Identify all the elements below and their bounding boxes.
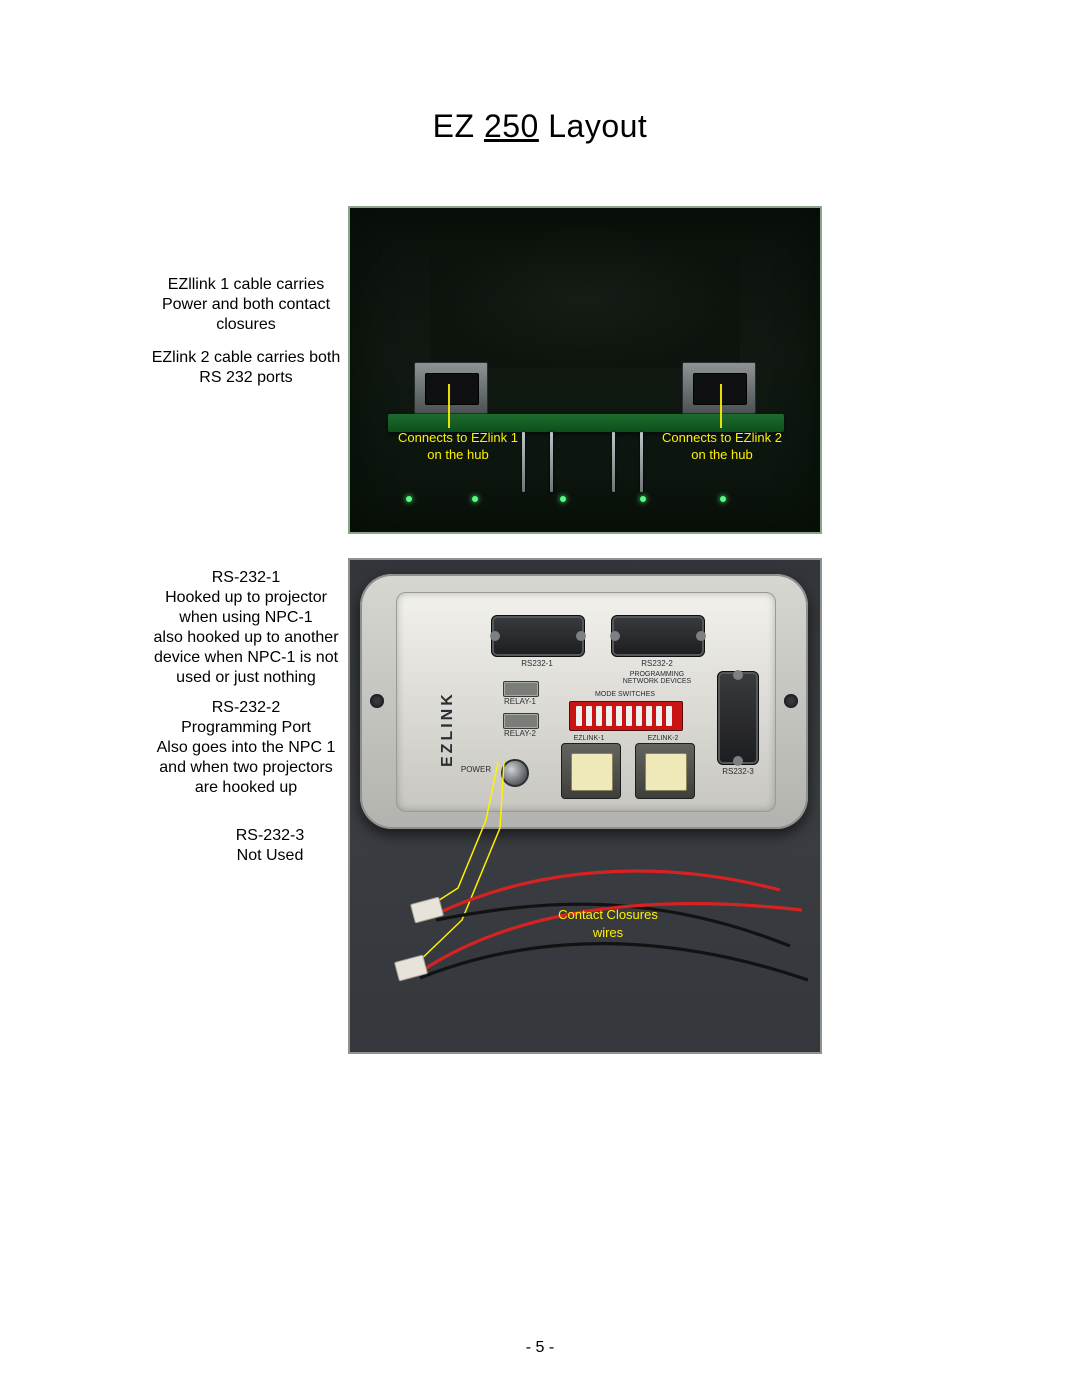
pin — [612, 432, 615, 492]
leader-line — [720, 384, 722, 428]
photo-bottom: EZLINK RS232-1 RS232-2 PROGRAMMING NETWO… — [348, 558, 822, 1054]
power-jack — [501, 759, 529, 787]
label-mode: MODE SWITCHES — [565, 691, 685, 698]
mount-hole — [370, 694, 384, 708]
hub-body: EZLINK RS232-1 RS232-2 PROGRAMMING NETWO… — [360, 574, 808, 829]
port-ezlink-2 — [635, 743, 695, 799]
rj45-opening — [645, 753, 687, 791]
pcb-shadow — [430, 228, 740, 368]
photo-top: Connects to EZlink 1 on the hub Connects… — [348, 206, 822, 534]
pin — [550, 432, 553, 492]
dip-switches — [569, 701, 683, 731]
leader-line — [448, 384, 450, 428]
label-ezlink1: Connects to EZlink 1 on the hub — [378, 430, 538, 464]
port-rs232-3 — [717, 671, 759, 765]
port-rs232-1 — [491, 615, 585, 657]
page: EZ 250 Layout EZllink 1 cable carries Po… — [0, 0, 1080, 1397]
label-relay-2: RELAY-2 — [497, 729, 543, 738]
mount-hole — [784, 694, 798, 708]
label-rs232-2: RS232-2 — [611, 659, 703, 668]
rj45-right — [682, 362, 756, 414]
note-ezlink2: EZlink 2 cable carries both RS 232 ports — [146, 348, 346, 388]
label-ezlink-1: EZLINK-1 — [557, 735, 621, 742]
label-rs232-3: RS232-3 — [713, 767, 763, 776]
led — [406, 496, 412, 502]
rj45-left-opening — [425, 373, 479, 405]
connector-2 — [394, 954, 428, 981]
connector-1 — [410, 896, 444, 923]
note-rs232-3: RS-232-3 Not Used — [200, 826, 340, 866]
note-ezlink1: EZllink 1 cable carries Power and both c… — [146, 275, 346, 335]
page-title: EZ 250 Layout — [0, 108, 1080, 145]
label-relay-1: RELAY-1 — [497, 697, 543, 706]
page-number: - 5 - — [0, 1339, 1080, 1357]
note-rs232-2: RS-232-2 Programming Port Also goes into… — [146, 698, 346, 798]
led — [472, 496, 478, 502]
led — [640, 496, 646, 502]
label-rs232-1: RS232-1 — [491, 659, 583, 668]
label-programming: PROGRAMMING NETWORK DEVICES — [611, 671, 703, 685]
hub-face: EZLINK RS232-1 RS232-2 PROGRAMMING NETWO… — [396, 592, 776, 812]
label-power: POWER — [455, 765, 497, 774]
label-ezlink-2: EZLINK-2 — [631, 735, 695, 742]
title-suffix: Layout — [539, 108, 647, 144]
port-rs232-2 — [611, 615, 705, 657]
port-ezlink-1 — [561, 743, 621, 799]
rj45-opening — [571, 753, 613, 791]
note-rs232-1: RS-232-1 Hooked up to projector when usi… — [146, 568, 346, 688]
relay-1 — [503, 681, 539, 697]
label-contact-closures: Contact Closures wires — [528, 906, 688, 941]
title-prefix: EZ — [433, 108, 484, 144]
led — [560, 496, 566, 502]
title-underlined: 250 — [484, 108, 539, 144]
ezlink-logo: EZLINK — [439, 657, 457, 767]
label-ezlink2: Connects to EZlink 2 on the hub — [642, 430, 802, 464]
rj45-left — [414, 362, 488, 414]
relay-2 — [503, 713, 539, 729]
led — [720, 496, 726, 502]
